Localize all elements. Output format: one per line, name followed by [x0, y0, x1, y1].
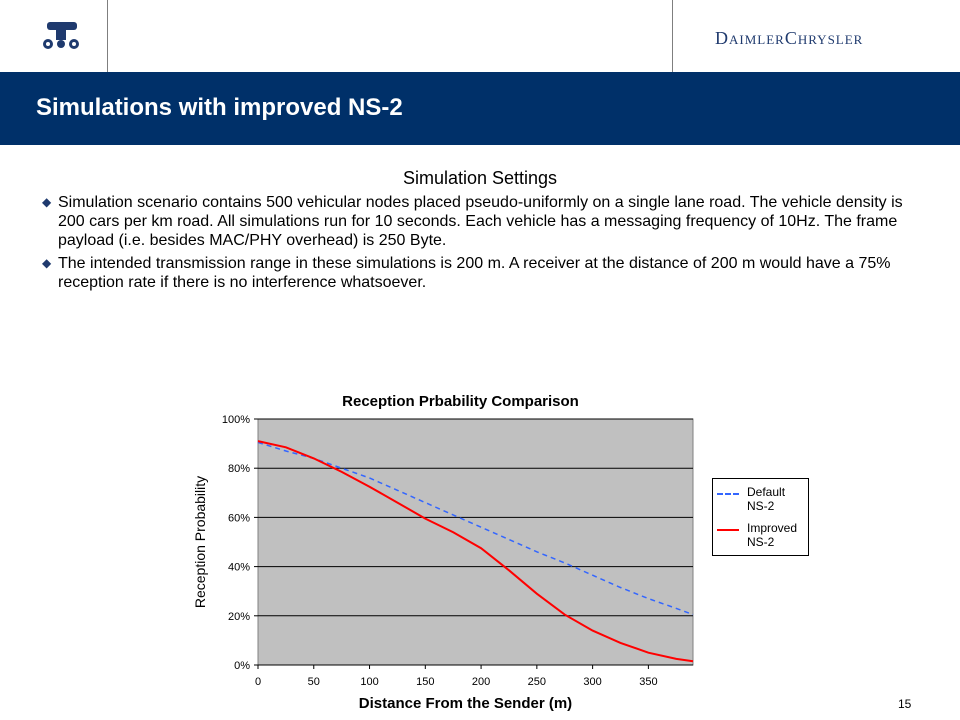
x-tick-label: 100: [360, 676, 378, 688]
y-tick-label: 80%: [228, 463, 250, 475]
series-line-default: [257, 441, 694, 616]
list-item: ◆ Simulation scenario contains 500 vehic…: [40, 193, 910, 250]
y-tick-label: 100%: [222, 414, 250, 426]
slide-title: Simulations with improved NS-2: [36, 94, 403, 121]
y-tick-label: 60%: [228, 512, 250, 524]
legend-entry-improved: Improved NS-2: [717, 521, 807, 551]
y-tick-label: 20%: [228, 611, 250, 623]
x-tick-label: 0: [255, 676, 261, 688]
bullet-icon: ◆: [42, 195, 52, 209]
y-tick-label: 40%: [228, 562, 250, 574]
legend-label-default: Default NS-2: [747, 485, 786, 513]
x-tick-label: 250: [528, 676, 546, 688]
bullet-icon: ◆: [42, 256, 52, 270]
vehicle-icon: [43, 22, 79, 49]
y-axis-label: Reception Probability: [192, 476, 208, 608]
x-tick-label: 350: [639, 676, 657, 688]
header-band: DaimlerChrysler: [0, 0, 960, 72]
x-tick-label: 300: [583, 676, 601, 688]
legend-label-improved: Improved NS-2: [747, 521, 798, 549]
chart-legend: Default NS-2 Improved NS-2: [712, 478, 809, 556]
x-tick-label: 50: [308, 676, 320, 688]
title-band: Simulations with improved NS-2: [0, 72, 960, 145]
brand-logo: DaimlerChrysler: [715, 28, 864, 48]
plot-area: [257, 418, 694, 666]
section-heading: Simulation Settings: [402, 168, 558, 188]
y-tick-label: 0%: [234, 660, 250, 672]
x-axis-label: Distance From the Sender (m): [359, 695, 572, 712]
list-item: ◆ The intended transmission range in the…: [40, 254, 910, 292]
series-line-improved: [257, 440, 694, 663]
x-tick-label: 150: [416, 676, 434, 688]
bullet-text: The intended transmission range in these…: [58, 255, 891, 291]
logo-box: [0, 0, 108, 72]
chart-title: Reception Prbability Comparison: [342, 393, 579, 410]
bullet-text: Simulation scenario contains 500 vehicul…: [58, 194, 903, 249]
brand-box: DaimlerChrysler: [672, 0, 960, 72]
bullet-list: ◆ Simulation scenario contains 500 vehic…: [40, 193, 910, 296]
page-number: 15: [898, 697, 912, 711]
legend-entry-default: Default NS-2: [717, 485, 807, 515]
x-tick-label: 200: [472, 676, 490, 688]
reception-chart: Reception Prbability Comparison 0% 20% 40% 6…: [192, 393, 694, 712]
legend-swatch-improved: [717, 529, 739, 531]
legend-swatch-default: [717, 493, 739, 495]
